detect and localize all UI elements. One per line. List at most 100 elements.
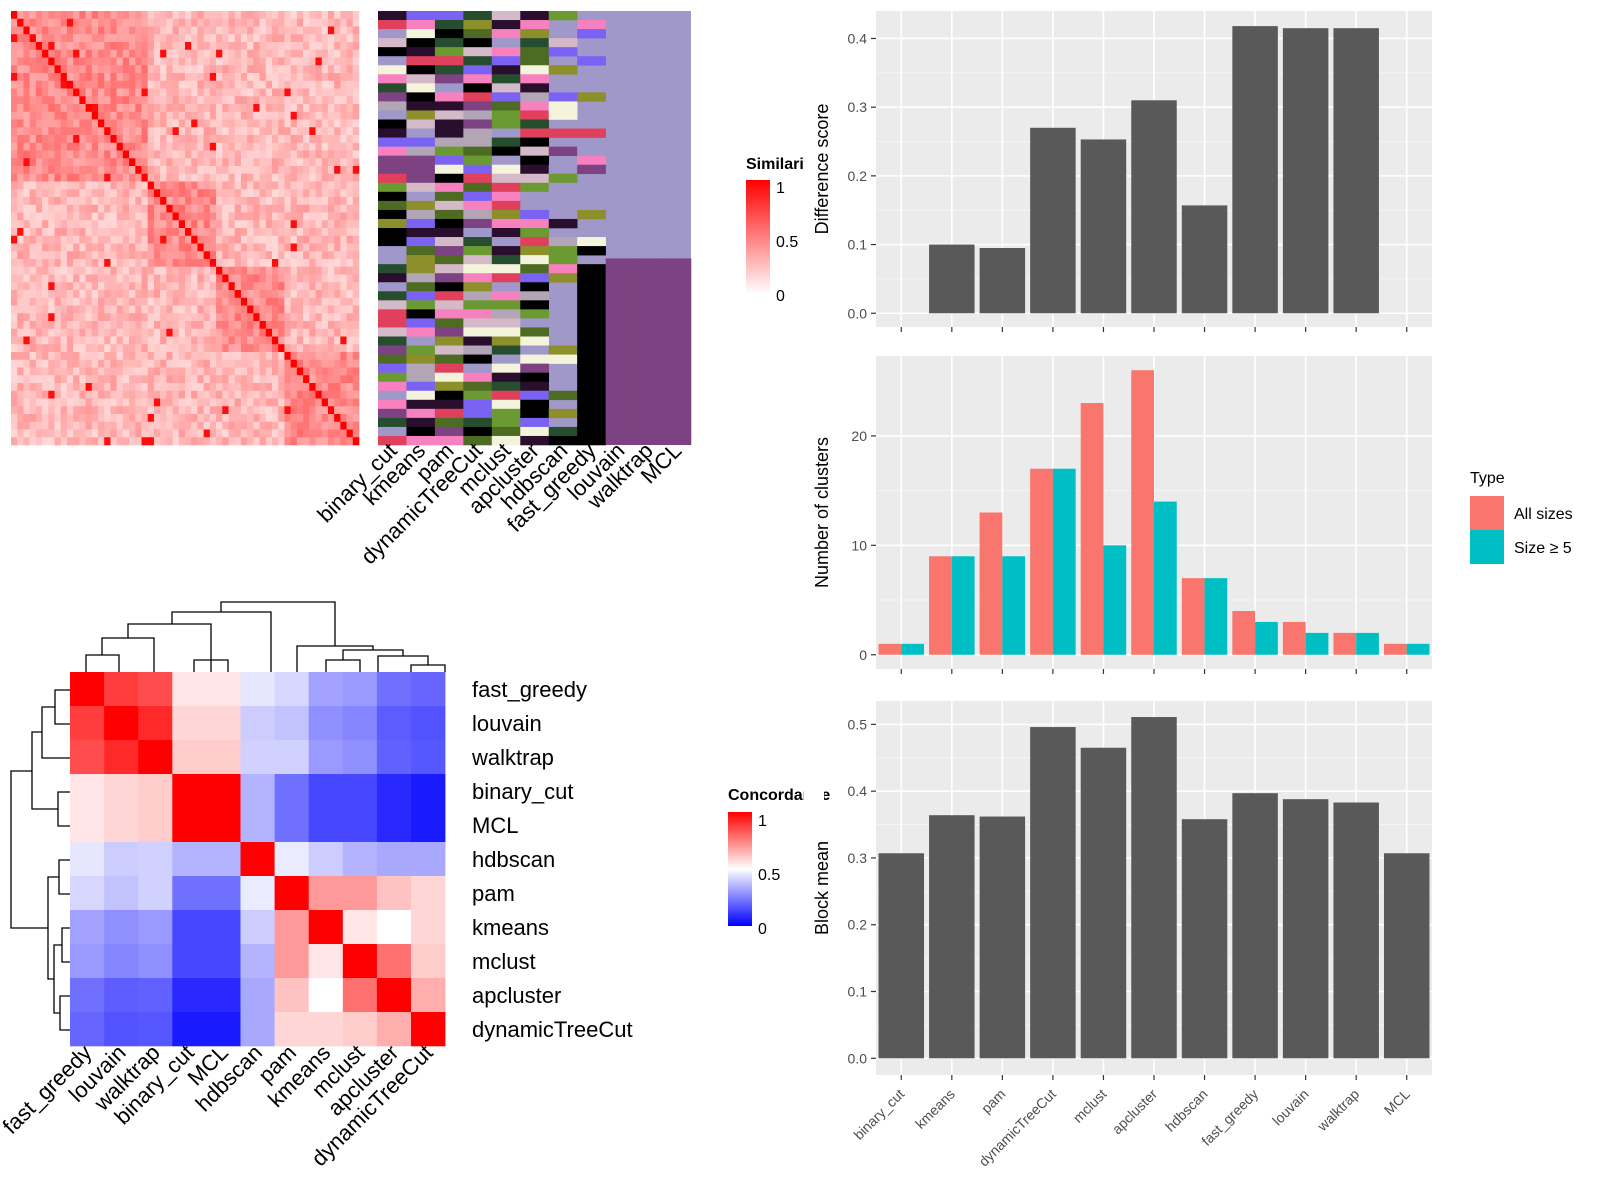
similarity-cell: [35, 212, 43, 221]
partition-cell: [491, 38, 521, 48]
similarity-cell: [278, 34, 285, 43]
similarity-cell: [185, 49, 192, 58]
partition-cell: [463, 11, 493, 21]
similarity-cell: [35, 142, 43, 151]
partition-cell: [463, 83, 493, 93]
similarity-cell: [153, 305, 161, 314]
similarity-cell: [352, 359, 360, 368]
similarity-cell: [284, 88, 291, 97]
similarity-cell: [160, 228, 167, 237]
similarity-cell: [197, 104, 204, 113]
similarity-cell: [153, 414, 161, 423]
similarity-cell: [278, 251, 285, 260]
partition-cell: [577, 282, 606, 292]
similarity-cell: [272, 421, 279, 430]
similarity-cell: [340, 127, 347, 136]
similarity-cell: [153, 42, 161, 51]
concordance-cell: [104, 1012, 139, 1047]
similarity-cell: [309, 104, 316, 113]
similarity-cell: [321, 243, 329, 252]
similarity-cell: [110, 197, 117, 206]
similarity-cell: [309, 336, 316, 345]
similarity-cell: [191, 65, 198, 74]
similarity-cell: [11, 266, 18, 275]
similarity-cell: [54, 235, 62, 244]
similarity-cell: [42, 259, 49, 268]
similarity-cell: [60, 189, 68, 198]
similarity-cell: [54, 212, 62, 221]
similarity-cell: [153, 220, 161, 229]
similarity-cell: [172, 26, 180, 35]
bar: [1080, 403, 1104, 655]
similarity-cell: [29, 173, 37, 182]
similarity-cell: [135, 220, 142, 229]
similarity-cell: [327, 328, 335, 337]
similarity-cell: [203, 158, 211, 167]
partition-cell: [406, 65, 436, 75]
similarity-cell: [172, 297, 180, 306]
similarity-cell: [222, 150, 229, 159]
similarity-cell: [85, 344, 93, 353]
similarity-cell: [135, 344, 142, 353]
similarity-cell: [73, 119, 80, 128]
similarity-cell: [129, 135, 136, 144]
similarity-cell: [303, 158, 310, 167]
similarity-cell: [172, 88, 180, 97]
similarity-cell: [178, 359, 186, 368]
partition-cell: [378, 327, 407, 337]
similarity-cell: [166, 421, 173, 430]
similarity-cell: [309, 73, 316, 82]
partition-cell: [378, 390, 407, 401]
similarity-cell: [352, 414, 360, 423]
similarity-cell: [91, 166, 99, 175]
partition-cell: [434, 182, 464, 193]
similarity-cell: [290, 321, 298, 330]
similarity-cell: [147, 80, 155, 89]
similarity-cell: [334, 119, 341, 128]
similarity-cell: [315, 313, 323, 322]
similarity-cell: [54, 421, 62, 430]
similarity-cell: [54, 73, 62, 82]
similarity-cell: [228, 96, 236, 105]
concordance-cell: [70, 876, 105, 911]
similarity-cell: [172, 429, 180, 438]
similarity-cell: [247, 429, 254, 438]
similarity-cell: [222, 127, 229, 136]
similarity-cell: [66, 266, 74, 275]
similarity-cell: [216, 127, 223, 136]
similarity-cell: [234, 119, 242, 128]
similarity-cell: [141, 352, 149, 361]
partition-cell: [491, 336, 521, 346]
similarity-cell: [122, 189, 130, 198]
similarity-cell: [284, 73, 291, 82]
similarity-cell: [29, 359, 37, 368]
similarity-cell: [110, 158, 117, 167]
similarity-cell: [17, 96, 24, 105]
similarity-cell: [228, 305, 236, 314]
similarity-cell: [315, 34, 323, 43]
similarity-cell: [334, 158, 341, 167]
similarity-cell: [222, 398, 229, 407]
partition-cell: [491, 345, 521, 355]
similarity-cell: [172, 127, 180, 136]
similarity-cell: [228, 88, 236, 97]
similarity-cell: [272, 328, 279, 337]
partition-cell: [491, 372, 521, 383]
similarity-cell: [203, 18, 211, 27]
concordance-cell: [172, 774, 207, 809]
similarity-cell: [60, 142, 68, 151]
partition-cell: [463, 426, 493, 437]
partition-cell: [577, 390, 606, 401]
y-axis-title: Number of clusters: [812, 437, 832, 588]
similarity-cell: [247, 173, 254, 182]
similarity-cell: [91, 212, 99, 221]
similarity-cell: [122, 181, 130, 190]
similarity-cell: [35, 34, 43, 43]
similarity-cell: [309, 359, 316, 368]
similarity-cell: [240, 212, 248, 221]
similarity-cell: [259, 290, 267, 299]
similarity-cell: [191, 274, 198, 283]
similarity-cell: [340, 305, 347, 314]
similarity-cell: [11, 220, 18, 229]
similarity-cell: [290, 359, 298, 368]
